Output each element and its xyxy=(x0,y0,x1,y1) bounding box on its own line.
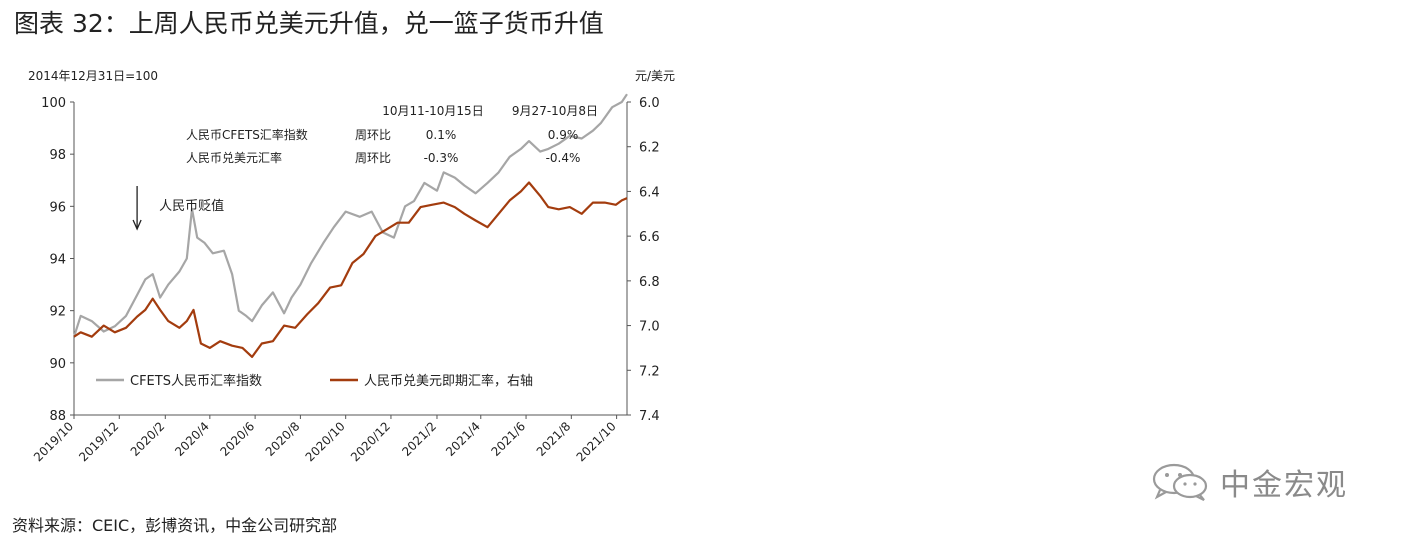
left-tick-label: 88 xyxy=(49,409,66,424)
watermark-text: 中金宏观 xyxy=(1220,468,1348,503)
figure-title: 图表 32：上周人民币兑美元升值，兑一篮子货币升值 xyxy=(14,9,604,38)
right-tick-label: 7.4 xyxy=(639,409,660,424)
x-tick-label: 2020/8 xyxy=(263,419,303,459)
series-line-1 xyxy=(73,181,628,358)
x-tick-label: 2021/8 xyxy=(534,419,574,459)
table-row-label: 人民币CFETS汇率指数 xyxy=(186,127,308,142)
left-tick-label: 98 xyxy=(49,148,66,163)
right-tick-label: 6.6 xyxy=(639,230,660,245)
x-tick-label: 2020/2 xyxy=(128,419,168,459)
left-axis-unit: 2014年12月31日=100 xyxy=(28,69,158,83)
x-tick-label: 2019/10 xyxy=(31,419,76,464)
chart: 2014年12月31日=100 元/美元 88 90 92 94 96 98 100 7.4 7… xyxy=(28,69,675,464)
table-row-metric: 周环比 xyxy=(355,128,391,142)
table-value: 0.1% xyxy=(426,128,457,142)
right-tick-label: 6.0 xyxy=(639,96,660,111)
series-line-0 xyxy=(72,93,628,338)
right-tick-label: 7.2 xyxy=(639,364,660,379)
depreciation-label: 人民币贬值 xyxy=(159,198,224,214)
table-header: 10月11-10月15日 xyxy=(382,104,483,118)
table-value: -0.4% xyxy=(546,151,581,165)
legend-label-0: CFETS人民币汇率指数 xyxy=(130,373,262,389)
left-tick-label: 92 xyxy=(49,305,66,320)
right-tick-label: 6.8 xyxy=(639,275,660,290)
x-tick-label: 2020/6 xyxy=(217,419,257,459)
right-tick-label: 6.4 xyxy=(639,185,660,200)
right-tick-label: 6.2 xyxy=(639,141,660,156)
x-tick-label: 2020/10 xyxy=(303,419,348,464)
table-row-metric: 周环比 xyxy=(355,151,391,165)
source-note: 资料来源：CEIC，彭博资讯，中金公司研究部 xyxy=(12,516,338,535)
x-tick-label: 2020/12 xyxy=(348,419,393,464)
x-tick-label: 2019/12 xyxy=(76,419,121,464)
legend-label-1: 人民币兑美元即期汇率，右轴 xyxy=(364,373,533,389)
x-tick-label: 2021/2 xyxy=(399,419,439,459)
right-axis-unit: 元/美元 xyxy=(635,69,675,83)
left-tick-label: 100 xyxy=(41,96,66,111)
left-tick-label: 96 xyxy=(49,200,66,215)
legend: CFETS人民币汇率指数 人民币兑美元即期汇率，右轴 xyxy=(96,373,533,389)
x-tick-label: 2021/6 xyxy=(488,419,528,459)
watermark: 中金宏观 xyxy=(1150,462,1348,503)
table-row-label: 人民币兑美元汇率 xyxy=(186,150,282,165)
x-tick-label: 2020/4 xyxy=(172,419,212,459)
left-tick-label: 94 xyxy=(49,253,66,268)
table-value: 0.9% xyxy=(548,128,579,142)
table-header: 9月27-10月8日 xyxy=(512,104,598,118)
series-layer xyxy=(72,93,628,358)
wechat-icon xyxy=(1152,463,1208,501)
x-tick-label: 2021/10 xyxy=(574,419,619,464)
depreciation-arrow-head xyxy=(132,219,142,231)
left-tick-label: 90 xyxy=(49,357,66,372)
right-tick-label: 7.0 xyxy=(639,320,660,335)
annotation-layer: 人民币贬值10月11-10月15日 9月27-10月8日人民币CFETS汇率指数周… xyxy=(132,104,598,231)
x-tick-label: 2021/4 xyxy=(443,419,483,459)
table-value: -0.3% xyxy=(424,151,459,165)
